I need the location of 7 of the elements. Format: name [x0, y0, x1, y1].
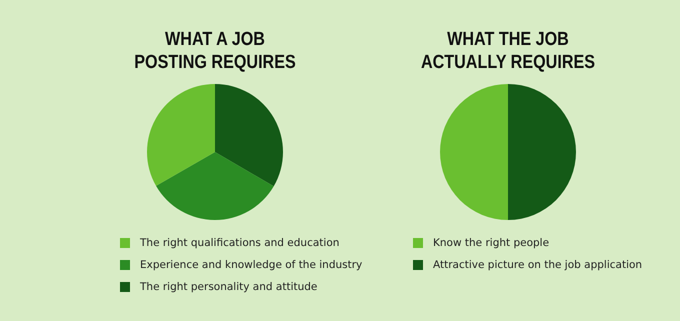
- chart-title: WHAT THE JOB ACTUALLY REQUIRES: [420, 28, 596, 74]
- legend-label: Attractive picture on the job application: [433, 259, 642, 271]
- legend-label: The right qualifications and education: [140, 237, 340, 249]
- chart-title: WHAT A JOB POSTING REQUIRES: [133, 28, 297, 74]
- legend-label: The right personality and attitude: [140, 281, 318, 293]
- legend-label: Know the right people: [433, 237, 550, 249]
- legend-label: Experience and knowledge of the industry: [140, 259, 362, 271]
